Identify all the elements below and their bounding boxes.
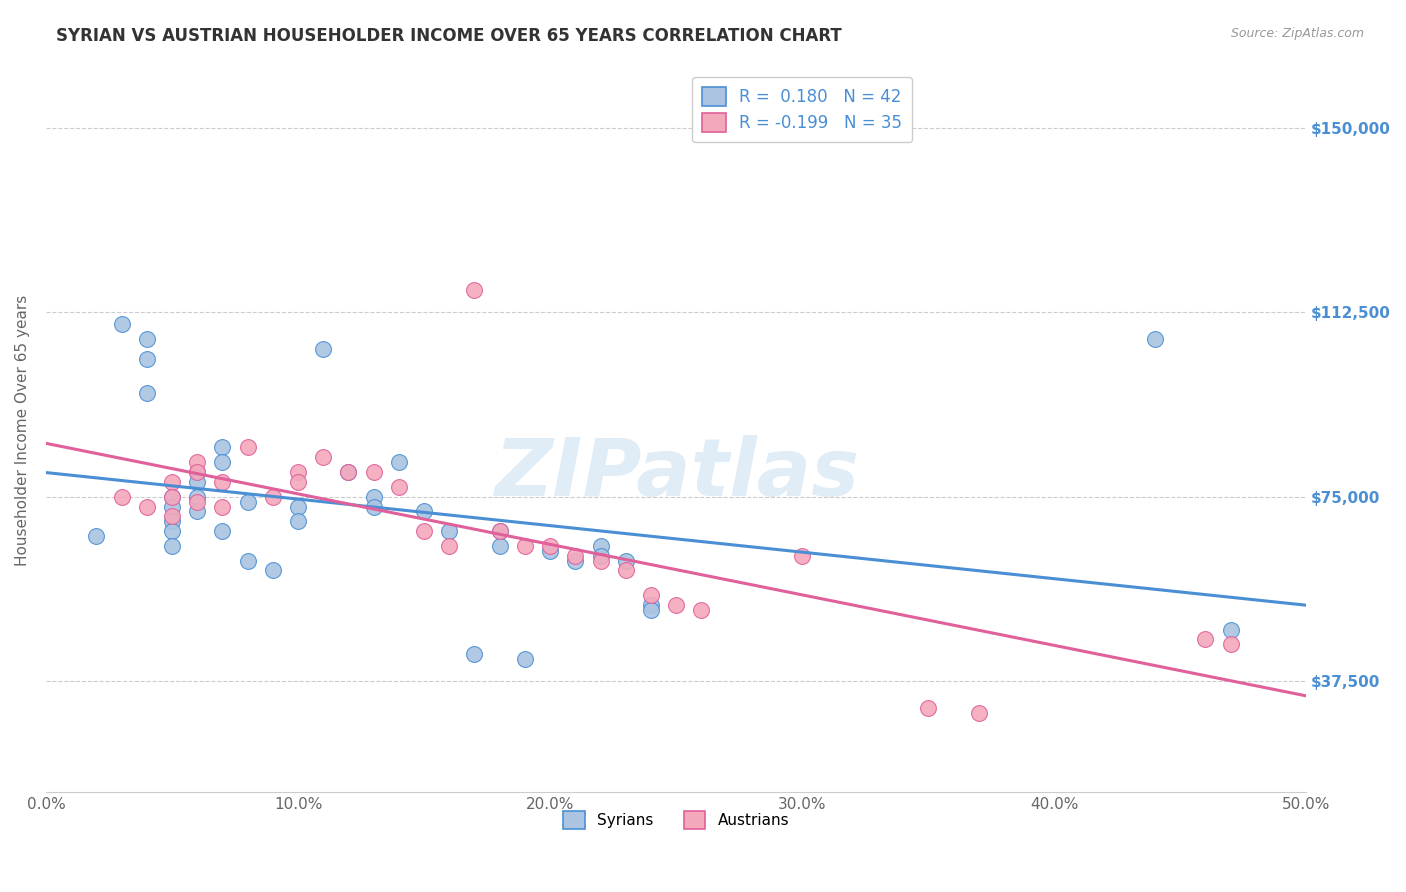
Point — [312, 342, 335, 356]
Point — [463, 283, 485, 297]
Point — [287, 514, 309, 528]
Point — [337, 465, 360, 479]
Point — [665, 598, 688, 612]
Point — [564, 554, 586, 568]
Point — [160, 500, 183, 514]
Point — [110, 490, 132, 504]
Point — [488, 524, 510, 538]
Point — [614, 564, 637, 578]
Point — [614, 554, 637, 568]
Point — [186, 490, 208, 504]
Point — [1219, 637, 1241, 651]
Point — [640, 588, 662, 602]
Point — [413, 524, 436, 538]
Point — [488, 524, 510, 538]
Point — [262, 490, 284, 504]
Point — [160, 490, 183, 504]
Point — [86, 529, 108, 543]
Point — [690, 603, 713, 617]
Point — [211, 475, 233, 489]
Point — [488, 539, 510, 553]
Point — [160, 509, 183, 524]
Point — [236, 494, 259, 508]
Point — [211, 455, 233, 469]
Point — [589, 549, 612, 563]
Point — [439, 539, 461, 553]
Point — [589, 539, 612, 553]
Point — [287, 475, 309, 489]
Point — [135, 332, 157, 346]
Point — [236, 554, 259, 568]
Point — [186, 455, 208, 469]
Point — [135, 386, 157, 401]
Point — [211, 500, 233, 514]
Point — [1219, 623, 1241, 637]
Point — [413, 504, 436, 518]
Point — [186, 504, 208, 518]
Point — [312, 450, 335, 465]
Point — [236, 441, 259, 455]
Text: Source: ZipAtlas.com: Source: ZipAtlas.com — [1230, 27, 1364, 40]
Point — [160, 490, 183, 504]
Point — [640, 603, 662, 617]
Point — [363, 500, 385, 514]
Point — [388, 480, 411, 494]
Point — [513, 539, 536, 553]
Text: ZIPatlas: ZIPatlas — [494, 434, 859, 513]
Point — [388, 455, 411, 469]
Point — [160, 514, 183, 528]
Point — [337, 465, 360, 479]
Point — [967, 706, 990, 721]
Point — [363, 490, 385, 504]
Point — [287, 465, 309, 479]
Y-axis label: Householder Income Over 65 years: Householder Income Over 65 years — [15, 294, 30, 566]
Point — [564, 549, 586, 563]
Point — [135, 500, 157, 514]
Text: SYRIAN VS AUSTRIAN HOUSEHOLDER INCOME OVER 65 YEARS CORRELATION CHART: SYRIAN VS AUSTRIAN HOUSEHOLDER INCOME OV… — [56, 27, 842, 45]
Point — [186, 465, 208, 479]
Point — [211, 524, 233, 538]
Point — [538, 544, 561, 558]
Point — [439, 524, 461, 538]
Point — [792, 549, 814, 563]
Point — [160, 524, 183, 538]
Point — [513, 652, 536, 666]
Point — [186, 494, 208, 508]
Point — [262, 564, 284, 578]
Point — [110, 318, 132, 332]
Point — [287, 500, 309, 514]
Point — [211, 441, 233, 455]
Point — [1143, 332, 1166, 346]
Point — [135, 351, 157, 366]
Point — [160, 539, 183, 553]
Legend: Syrians, Austrians: Syrians, Austrians — [557, 805, 796, 835]
Point — [363, 465, 385, 479]
Point — [463, 647, 485, 661]
Point — [640, 598, 662, 612]
Point — [917, 701, 939, 715]
Point — [186, 475, 208, 489]
Point — [1194, 632, 1216, 647]
Point — [186, 465, 208, 479]
Point — [538, 539, 561, 553]
Point — [589, 554, 612, 568]
Point — [160, 475, 183, 489]
